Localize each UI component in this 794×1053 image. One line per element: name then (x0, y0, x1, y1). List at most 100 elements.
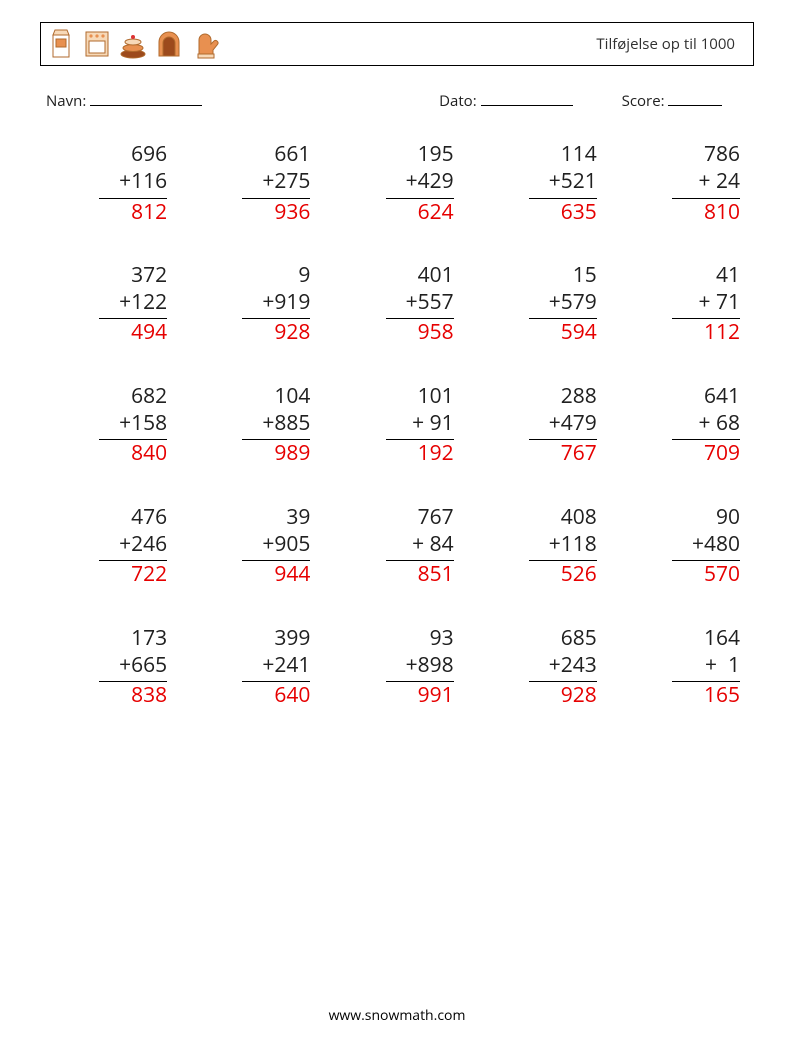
answer: 944 (274, 561, 310, 588)
worksheet-header: Tilføjelse op til 1000 (40, 22, 754, 66)
date-label: Dato: (439, 91, 477, 111)
addition-problem: 685+243928 (484, 625, 597, 710)
operand-bottom: +246 (119, 531, 167, 558)
answer: 494 (131, 319, 167, 346)
operand-top: 288 (561, 383, 597, 410)
operand-bottom: + 68 (699, 410, 740, 437)
answer: 192 (418, 440, 454, 467)
answer: 709 (704, 440, 740, 467)
addition-problem: 41+ 71112 (627, 262, 740, 347)
answer: 526 (561, 561, 597, 588)
answer: 767 (561, 440, 597, 467)
answer: 812 (131, 199, 167, 226)
addition-problem: 696+116 812 (54, 141, 167, 226)
cake-icon (119, 28, 147, 60)
operand-top: 15 (567, 262, 596, 289)
operand-top: 696 (131, 141, 167, 168)
operand-top: 164 (704, 625, 740, 652)
operand-bottom: +905 (262, 531, 310, 558)
answer: 810 (704, 199, 740, 226)
addition-problem: 195+429 624 (340, 141, 453, 226)
operand-bottom: +579 (549, 289, 597, 316)
operand-top: 173 (131, 625, 167, 652)
operand-top: 101 (418, 383, 454, 410)
oven-mitt-icon (191, 28, 219, 60)
name-label: Navn: (46, 91, 86, 111)
operand-top: 476 (131, 504, 167, 531)
footer-url: www.snowmath.com (0, 1006, 794, 1025)
operand-top: 767 (418, 504, 454, 531)
operand-bottom: +243 (549, 652, 597, 679)
answer: 635 (561, 199, 597, 226)
addition-problem: 173+665 838 (54, 625, 167, 710)
operand-top: 682 (131, 383, 167, 410)
operand-bottom: +158 (119, 410, 167, 437)
answer: 594 (561, 319, 597, 346)
answer: 928 (274, 319, 310, 346)
name-blank[interactable] (90, 90, 202, 106)
date-blank[interactable] (481, 90, 573, 106)
score-blank[interactable] (668, 90, 722, 106)
operand-top: 399 (274, 625, 310, 652)
operand-bottom: +521 (549, 168, 597, 195)
operand-bottom: +919 (262, 289, 310, 316)
meta-line: Navn: Dato: Score: (40, 90, 754, 111)
worksheet-title: Tilføjelse op til 1000 (596, 34, 735, 54)
operand-top: 93 (424, 625, 453, 652)
operand-bottom: + 1 (705, 652, 740, 679)
operand-bottom: +557 (406, 289, 454, 316)
operand-bottom: +116 (119, 168, 167, 195)
addition-problem: 399+241 640 (197, 625, 310, 710)
answer: 838 (131, 682, 167, 709)
addition-problem: 101+ 91 192 (340, 383, 453, 468)
addition-problem: 39+905 944 (197, 504, 310, 589)
addition-problem: 104+885989 (197, 383, 310, 468)
operand-top: 90 (711, 504, 740, 531)
operand-top: 41 (711, 262, 740, 289)
answer: 570 (704, 561, 740, 588)
score-label: Score: (622, 91, 665, 111)
addition-problem: 401+557 958 (340, 262, 453, 347)
operand-bottom: +275 (262, 168, 310, 195)
addition-problem: 408+118 526 (484, 504, 597, 589)
operand-top: 114 (561, 141, 597, 168)
operand-bottom: + 84 (412, 531, 453, 558)
addition-problem: 767+ 84 851 (340, 504, 453, 589)
answer: 640 (274, 682, 310, 709)
operand-top: 372 (131, 262, 167, 289)
answer: 991 (418, 682, 454, 709)
operand-bottom: + 91 (412, 410, 453, 437)
operand-top: 401 (418, 262, 454, 289)
operand-top: 641 (704, 383, 740, 410)
operand-top: 9 (287, 262, 310, 289)
operand-top: 39 (281, 504, 310, 531)
operand-top: 408 (561, 504, 597, 531)
answer: 851 (418, 561, 454, 588)
addition-problem: 114+521 635 (484, 141, 597, 226)
milk-carton-icon (47, 28, 75, 60)
addition-problem: 93+898991 (340, 625, 453, 710)
operand-bottom: +241 (262, 652, 310, 679)
operand-top: 685 (561, 625, 597, 652)
operand-bottom: +429 (406, 168, 454, 195)
operand-bottom: +665 (119, 652, 167, 679)
answer: 112 (704, 319, 740, 346)
header-icons (47, 28, 219, 60)
answer: 989 (274, 440, 310, 467)
answer: 624 (418, 199, 454, 226)
problems-grid: 696+116812661+275936195+429624114+521635… (40, 141, 754, 709)
operand-top: 786 (704, 141, 740, 168)
addition-problem: 288+479767 (484, 383, 597, 468)
answer: 958 (418, 319, 454, 346)
answer: 936 (274, 199, 310, 226)
addition-problem: 476+246722 (54, 504, 167, 589)
operand-bottom: + 24 (699, 168, 740, 195)
operand-bottom: +118 (549, 531, 597, 558)
answer: 840 (131, 440, 167, 467)
bread-loaf-icon (155, 28, 183, 60)
operand-bottom: +122 (119, 289, 167, 316)
answer: 165 (704, 682, 740, 709)
operand-top: 195 (418, 141, 454, 168)
addition-problem: 641+ 68 709 (627, 383, 740, 468)
oven-icon (83, 28, 111, 60)
